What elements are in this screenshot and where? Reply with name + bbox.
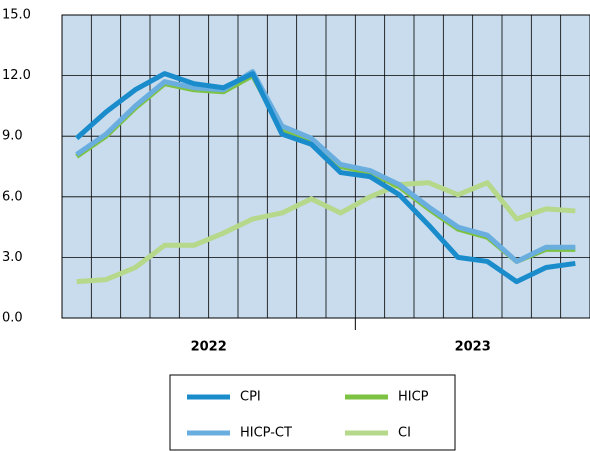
plot-frame <box>61 14 590 319</box>
y-tick-label: 6.0 <box>2 189 23 204</box>
x-group-label: 2022 <box>191 340 227 355</box>
series-line <box>74 71 576 285</box>
legend-label: HICP-CT <box>240 426 292 441</box>
series-line <box>75 69 576 264</box>
legend-label: CPI <box>240 390 261 405</box>
y-tick-label: 12.0 <box>2 68 31 83</box>
legend-label: CI <box>398 426 411 441</box>
y-tick-label: 15.0 <box>2 8 31 23</box>
y-tick-label: 0.0 <box>2 311 23 326</box>
legend-label: HICP <box>398 390 429 405</box>
x-group-label: 2023 <box>455 340 491 355</box>
y-tick-label: 9.0 <box>2 129 23 144</box>
legend-box <box>169 374 456 451</box>
series-line <box>76 180 576 285</box>
y-tick-label: 3.0 <box>2 250 23 265</box>
